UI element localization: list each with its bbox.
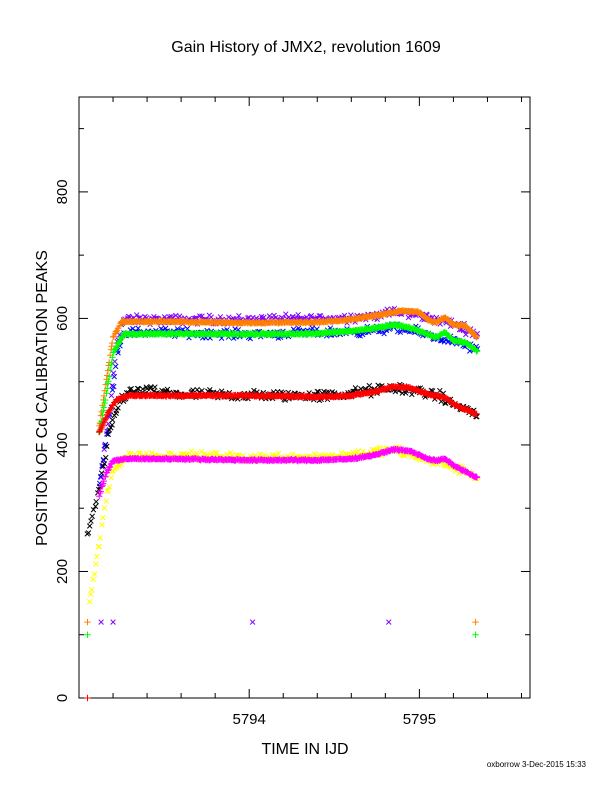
- data-point: [110, 383, 117, 390]
- data-point: [261, 314, 267, 321]
- data-point: [84, 694, 91, 702]
- data-point: [103, 454, 109, 461]
- data-point: [381, 330, 387, 337]
- data-point: [90, 576, 96, 583]
- data-point: [188, 448, 195, 455]
- data-point: [311, 451, 318, 457]
- data-point: [93, 561, 99, 567]
- y-tick-label: 800: [54, 179, 71, 204]
- footer-stamp: oxborrow 3-Dec-2015 15:33: [487, 760, 587, 769]
- y-tick-label: 200: [54, 559, 71, 584]
- data-point: [111, 373, 118, 380]
- data-point: [88, 591, 94, 597]
- data-point: [94, 553, 100, 560]
- data-point: [110, 619, 116, 625]
- data-point: [295, 311, 301, 318]
- data-point: [103, 498, 109, 504]
- data-point: [152, 384, 158, 390]
- data-point: [113, 407, 120, 414]
- data-point: [472, 618, 479, 626]
- data-point: [249, 619, 256, 625]
- data-point: [98, 619, 104, 625]
- data-point: [88, 518, 94, 524]
- data-point: [217, 314, 224, 320]
- data-point: [84, 618, 91, 626]
- data-point: [275, 450, 282, 457]
- data-point: [437, 387, 443, 394]
- data-marks: [84, 305, 481, 702]
- data-point: [101, 461, 108, 467]
- data-point: [84, 631, 91, 638]
- data-point: [133, 312, 140, 318]
- data-point: [93, 498, 99, 505]
- data-point: [199, 313, 205, 319]
- data-point: [91, 571, 98, 577]
- x-axis-label: TIME IN IJD: [261, 741, 348, 758]
- data-point: [108, 339, 116, 347]
- data-point: [109, 387, 116, 393]
- data-point: [108, 392, 115, 399]
- data-point: [207, 387, 213, 393]
- data-point: [90, 506, 97, 513]
- data-point: [85, 530, 92, 536]
- data-point: [89, 513, 95, 520]
- data-point: [101, 505, 108, 511]
- data-point: [92, 503, 99, 510]
- y-tick-label: 0: [54, 694, 71, 702]
- data-point: [236, 312, 242, 319]
- data-point: [104, 443, 110, 450]
- data-point: [162, 325, 169, 332]
- chart-title: Gain History of JMX2, revolution 1609: [171, 39, 441, 56]
- data-point: [194, 386, 200, 393]
- data-point: [115, 350, 121, 356]
- data-point: [143, 384, 150, 390]
- data-point: [98, 470, 105, 476]
- data-point: [86, 523, 93, 529]
- data-point: [108, 475, 114, 481]
- axis-ticks: [79, 97, 530, 699]
- data-point: [96, 543, 102, 550]
- x-tick-label: 5794: [233, 711, 266, 728]
- data-point: [251, 387, 257, 394]
- data-point: [97, 534, 103, 541]
- data-point: [99, 522, 105, 528]
- data-point: [366, 382, 373, 389]
- data-point: [97, 473, 104, 480]
- data-point: [104, 431, 110, 437]
- data-point: [86, 599, 93, 605]
- data-point: [338, 449, 345, 456]
- data-point: [100, 457, 107, 464]
- data-point: [115, 405, 121, 411]
- y-tick-label: 600: [54, 306, 71, 331]
- data-point: [112, 358, 118, 365]
- data-point: [397, 329, 404, 336]
- data-point: [98, 474, 104, 481]
- data-point: [135, 386, 142, 392]
- data-point: [147, 385, 154, 392]
- x-tick-label: 5795: [403, 711, 436, 728]
- data-point: [355, 448, 362, 454]
- data-point: [109, 422, 115, 428]
- axis-tick-labels: 0 200 400 600 800 5794 5795: [54, 179, 436, 728]
- data-point: [463, 331, 469, 338]
- data-point: [472, 631, 479, 638]
- data-point: [385, 619, 392, 625]
- y-tick-label: 400: [54, 432, 71, 457]
- data-point: [105, 431, 111, 438]
- plot-frame: [78, 96, 531, 699]
- data-point: [109, 417, 116, 423]
- y-axis-label: POSITION OF Cd CALIBRATION PEAKS: [34, 250, 51, 546]
- data-point: [409, 391, 415, 398]
- data-point: [88, 587, 95, 593]
- data-point: [164, 386, 171, 393]
- data-point: [100, 514, 106, 521]
- data-point: [108, 425, 114, 431]
